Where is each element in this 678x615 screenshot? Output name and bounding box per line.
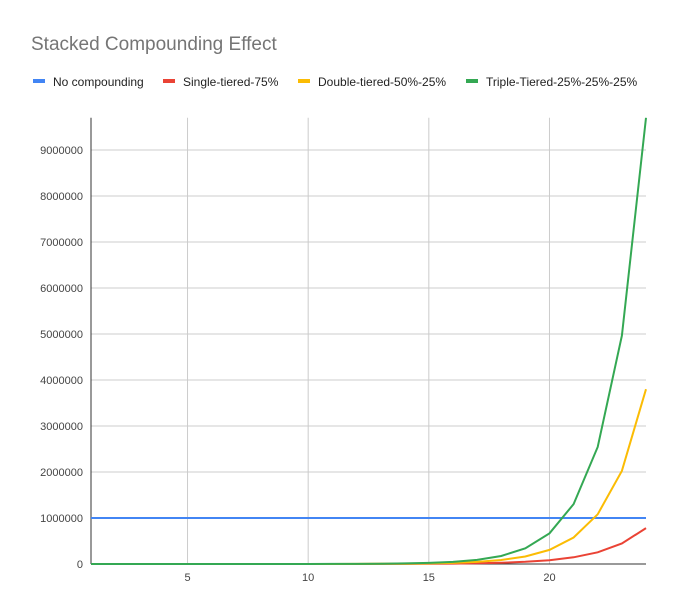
legend-label: Triple-Tiered-25%-25%-25% bbox=[486, 75, 637, 89]
y-tick-label: 4000000 bbox=[40, 375, 83, 387]
legend-swatch bbox=[466, 79, 478, 83]
series-line-3 bbox=[91, 117, 647, 565]
y-tick-label: 6000000 bbox=[40, 283, 83, 295]
y-tick-label: 5000000 bbox=[40, 329, 83, 341]
x-tick-label: 20 bbox=[543, 572, 555, 584]
y-tick-label: 3000000 bbox=[40, 421, 83, 433]
y-tick-label: 0 bbox=[77, 559, 83, 571]
y-tick-label: 9000000 bbox=[40, 145, 83, 157]
y-tick-label: 2000000 bbox=[40, 467, 83, 479]
legend-item-1[interactable]: Single-tiered-75% bbox=[163, 75, 279, 89]
series-line-2 bbox=[91, 388, 647, 565]
legend-swatch bbox=[33, 79, 45, 83]
gridlines bbox=[90, 117, 646, 565]
legend-label: Double-tiered-50%-25% bbox=[318, 75, 446, 89]
y-tick-label: 8000000 bbox=[40, 191, 83, 203]
legend-item-0[interactable]: No compounding bbox=[33, 75, 144, 89]
x-tick-label: 10 bbox=[302, 572, 314, 584]
series-line-1 bbox=[91, 527, 647, 565]
legend-item-2[interactable]: Double-tiered-50%-25% bbox=[298, 75, 446, 89]
legend-item-3[interactable]: Triple-Tiered-25%-25%-25% bbox=[466, 75, 637, 89]
y-tick-label: 7000000 bbox=[40, 237, 83, 249]
series-lines bbox=[91, 117, 647, 565]
legend-swatch bbox=[163, 79, 175, 83]
y-tick-label: 1000000 bbox=[40, 513, 83, 525]
legend-label: Single-tiered-75% bbox=[183, 75, 279, 89]
axis-ticks: 0 1000000 2000000 3000000 4000000 5000000 6000… bbox=[40, 145, 555, 584]
x-tick-label: 5 bbox=[184, 572, 190, 584]
legend: No compounding Single-tiered-75% Double-ti… bbox=[33, 75, 637, 89]
chart-title: Stacked Compounding Effect bbox=[31, 34, 277, 55]
x-tick-label: 15 bbox=[423, 572, 435, 584]
legend-swatch bbox=[298, 79, 310, 83]
legend-label: No compounding bbox=[53, 75, 144, 89]
